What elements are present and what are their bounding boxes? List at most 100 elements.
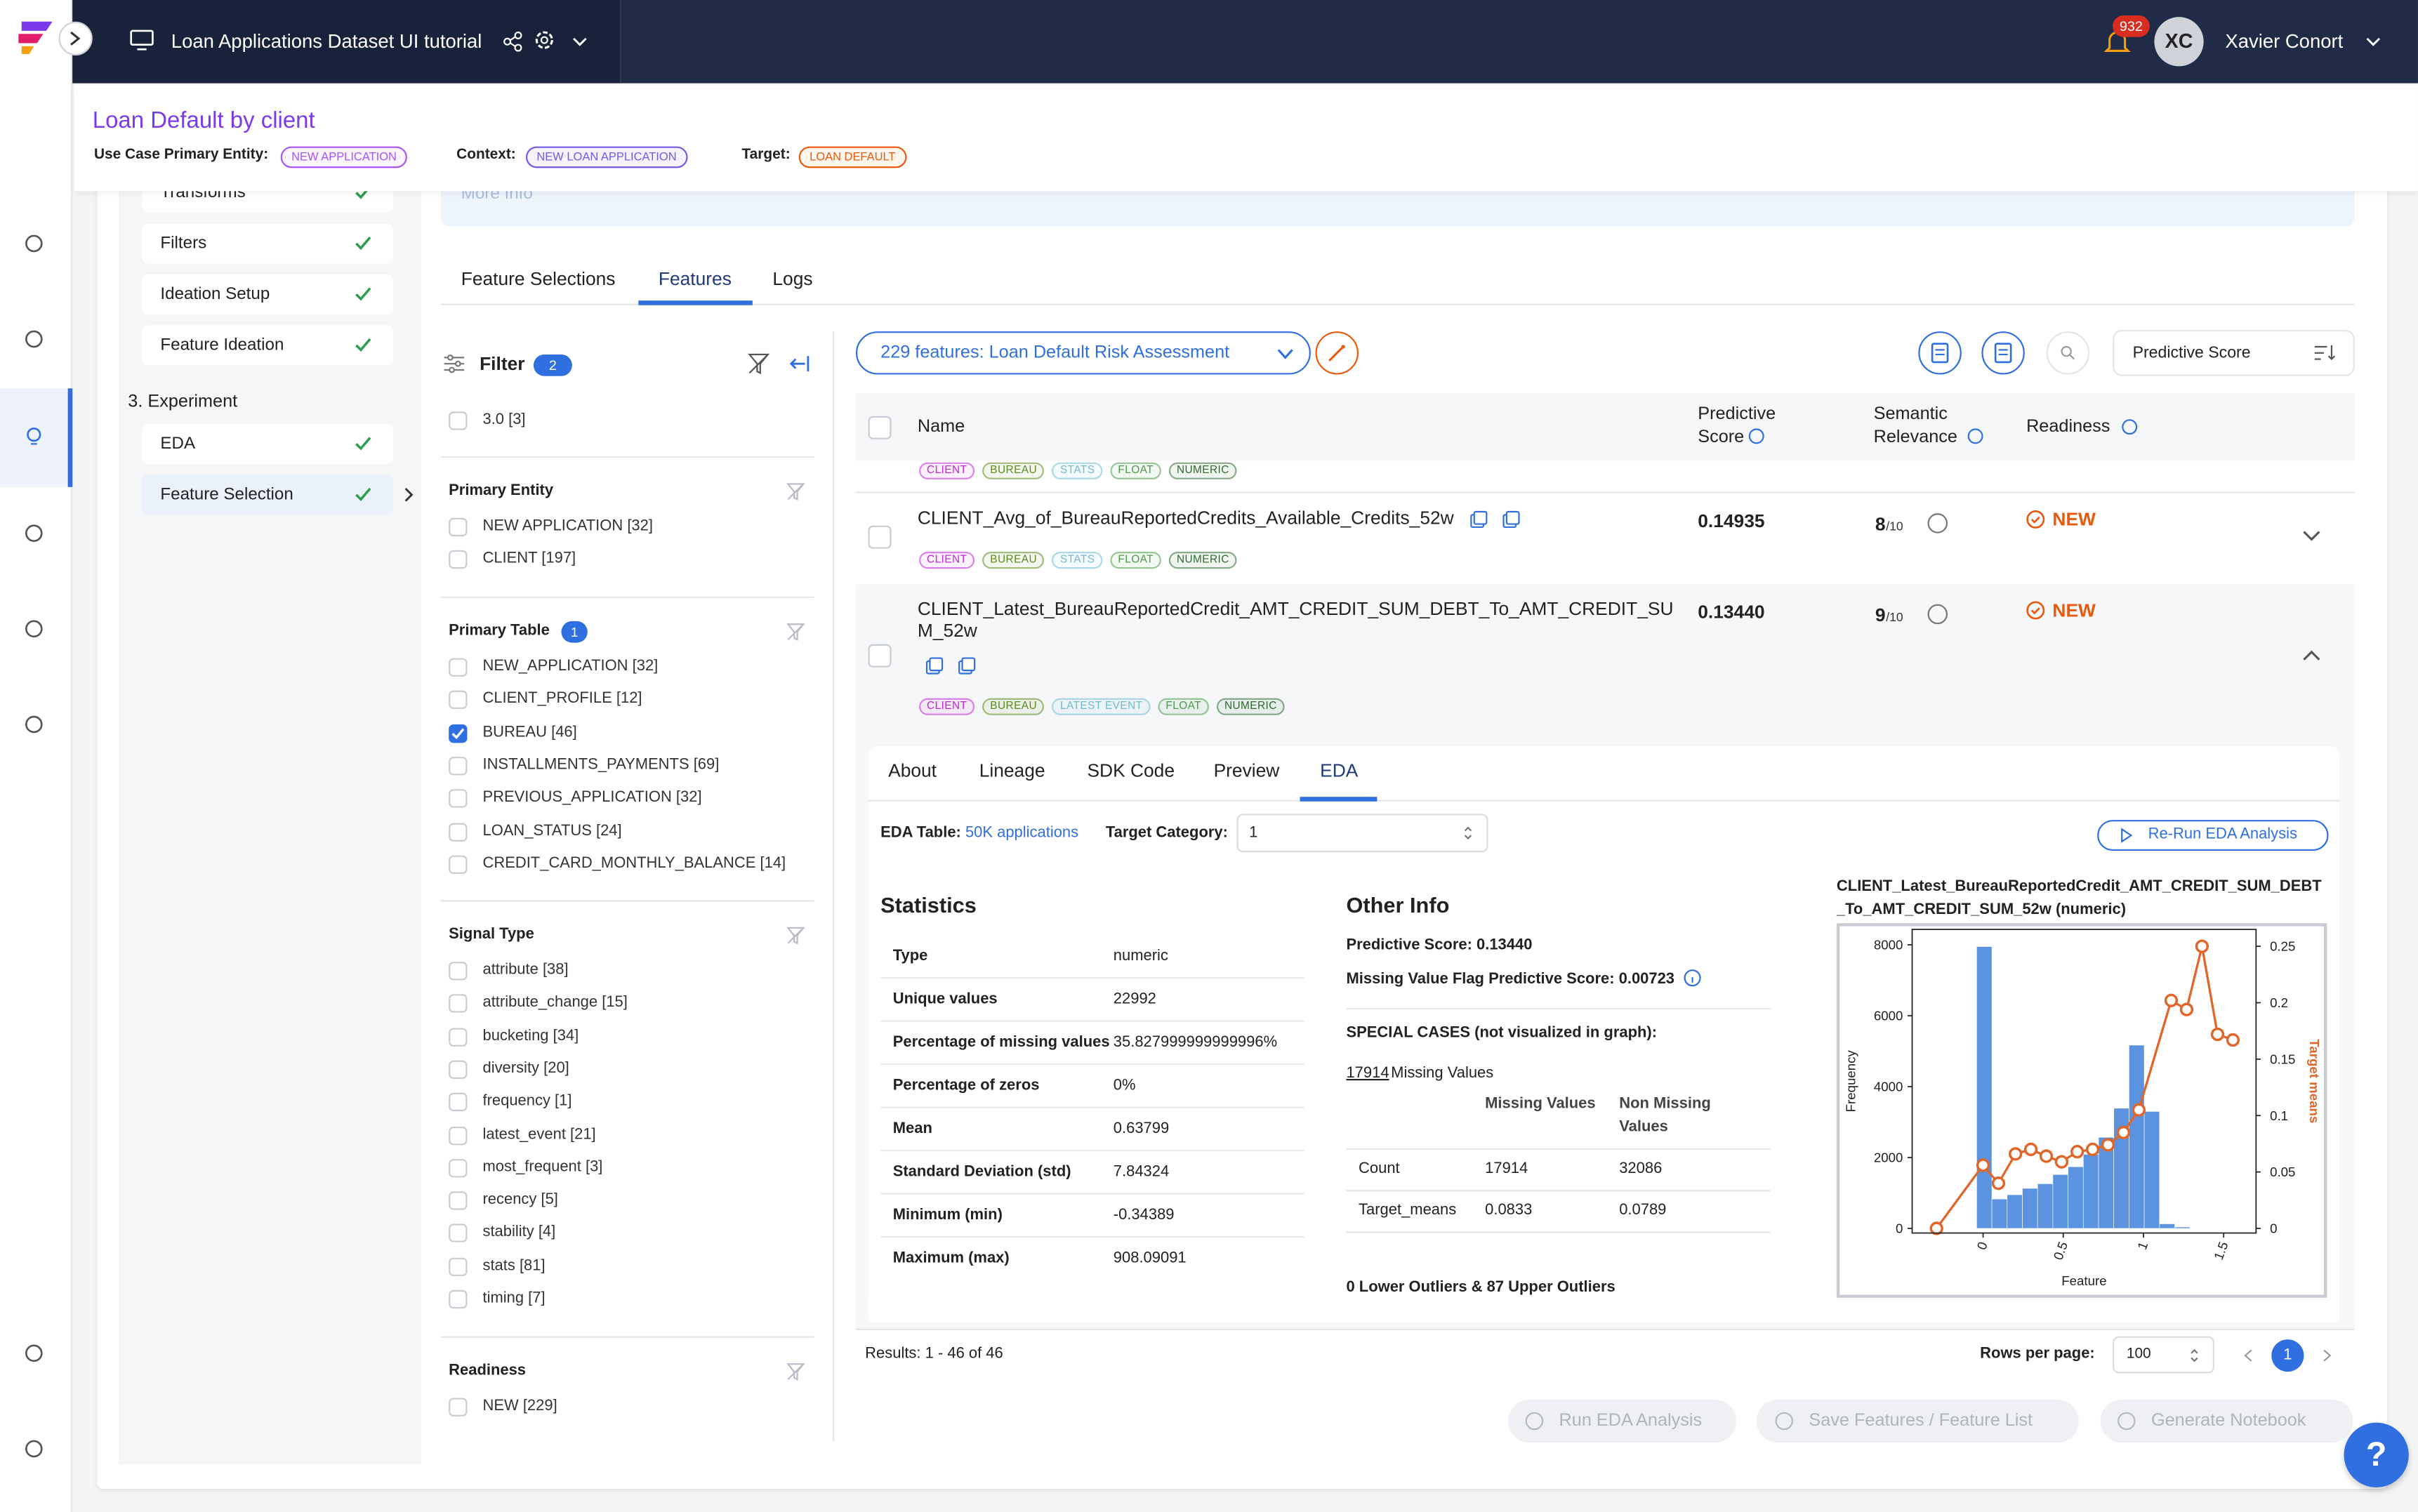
help-icon[interactable] — [1927, 513, 1948, 533]
checkbox[interactable] — [449, 691, 468, 710]
rail-icon[interactable] — [23, 425, 45, 447]
rows-select[interactable] — [2113, 1336, 2215, 1374]
checkbox[interactable] — [449, 756, 468, 776]
dropdown[interactable] — [1277, 348, 1294, 359]
checkbox[interactable] — [449, 1191, 468, 1210]
filter-option[interactable]: bucketing [34] — [482, 1027, 579, 1045]
checkbox[interactable] — [449, 1158, 468, 1178]
filter-option[interactable]: LOAN_STATUS [24] — [482, 822, 622, 840]
filter-option[interactable]: recency [5] — [482, 1191, 558, 1209]
page-button[interactable]: 1 — [2271, 1339, 2304, 1372]
checkbox[interactable] — [449, 1060, 468, 1079]
copy-icon[interactable] — [1469, 510, 1488, 529]
prev-page[interactable] — [2244, 1348, 2253, 1362]
settings-icon[interactable] — [534, 29, 555, 51]
missing-count[interactable]: 17914 — [1346, 1065, 1389, 1082]
feature-name[interactable]: CLIENT_Latest_BureauReportedCredit_AMT_C… — [917, 597, 1674, 642]
target-select[interactable] — [1236, 814, 1488, 853]
filter-option[interactable]: latest_event [21] — [482, 1125, 596, 1143]
step-item[interactable] — [142, 423, 394, 464]
share-icon[interactable] — [503, 31, 523, 52]
filter-option[interactable]: NEW APPLICATION [32] — [482, 517, 653, 535]
tool-button[interactable] — [1981, 331, 2025, 375]
filter-option[interactable]: frequency [1] — [482, 1093, 572, 1110]
feature-set-selector[interactable] — [856, 331, 1311, 375]
rail-icon[interactable] — [23, 1342, 45, 1364]
action-button[interactable] — [2100, 1399, 2353, 1443]
collapse-icon[interactable] — [788, 354, 810, 373]
rail-icon[interactable] — [23, 329, 45, 350]
clear-filter-icon[interactable] — [786, 927, 805, 945]
filter-option[interactable]: NEW_APPLICATION [32] — [482, 658, 659, 675]
rail-icon[interactable] — [23, 714, 45, 736]
checkbox[interactable] — [449, 1257, 468, 1276]
sort-select[interactable] — [2113, 329, 2355, 376]
filter-option[interactable]: most_frequent [3] — [482, 1158, 603, 1176]
header-checkbox[interactable] — [868, 416, 892, 439]
checkbox[interactable] — [449, 1093, 468, 1112]
filter-option[interactable]: BUREAU [46] — [482, 724, 577, 741]
filter-option[interactable]: attribute [38] — [482, 962, 569, 979]
filter-option[interactable]: attribute_change [15] — [482, 994, 628, 1012]
step-item[interactable] — [142, 223, 394, 264]
next-page[interactable] — [2323, 1348, 2332, 1362]
clear-filter-icon[interactable] — [786, 482, 805, 501]
rail-icon[interactable] — [23, 522, 45, 544]
dropdown[interactable] — [572, 37, 588, 46]
checkbox[interactable] — [449, 855, 468, 874]
step-item[interactable] — [142, 274, 394, 314]
expand-button[interactable] — [58, 21, 93, 56]
expand-chevron[interactable] — [2302, 649, 2320, 661]
checkbox[interactable] — [449, 1224, 468, 1243]
detail-tab[interactable]: SDK Code — [1087, 760, 1175, 782]
tab[interactable]: Logs — [772, 268, 813, 290]
rail-icon[interactable] — [23, 618, 45, 639]
checkbox[interactable] — [449, 994, 468, 1014]
copy-icon[interactable] — [1502, 510, 1520, 529]
detail-tab[interactable]: About — [888, 760, 937, 782]
copy-icon[interactable] — [925, 656, 944, 675]
detail-tab[interactable]: Preview — [1213, 760, 1280, 782]
filter-option[interactable]: NEW [229] — [482, 1398, 557, 1415]
filter-option[interactable]: diversity [20] — [482, 1060, 569, 1077]
checkbox[interactable] — [449, 550, 468, 569]
filter-option[interactable]: PREVIOUS_APPLICATION [32] — [482, 789, 702, 807]
checkbox[interactable] — [449, 1125, 468, 1145]
checkbox[interactable] — [449, 1289, 468, 1309]
checkbox[interactable] — [449, 517, 468, 537]
user-name[interactable]: Xavier Conort — [2225, 30, 2344, 53]
help-button[interactable]: ? — [2344, 1422, 2409, 1487]
filter-option[interactable]: INSTALLMENTS_PAYMENTS [69] — [482, 756, 720, 774]
checkbox[interactable] — [449, 658, 468, 677]
rerun-label[interactable]: Re-Run EDA Analysis — [2148, 825, 2298, 844]
checkbox[interactable] — [449, 1398, 468, 1417]
sort-label[interactable]: Predictive Score — [2132, 343, 2251, 362]
tool-button[interactable] — [1918, 331, 1962, 375]
step-item[interactable] — [142, 325, 394, 366]
row-checkbox[interactable] — [868, 644, 892, 668]
checkbox[interactable] — [449, 962, 468, 981]
copy-icon[interactable] — [958, 656, 976, 675]
checkbox[interactable] — [449, 789, 468, 808]
filter-option[interactable]: timing [7] — [482, 1289, 546, 1307]
detail-tab[interactable]: Lineage — [979, 760, 1045, 782]
clear-filter-icon[interactable] — [748, 353, 770, 375]
expand-chevron[interactable] — [2302, 530, 2320, 543]
filter-option[interactable]: stability [4] — [482, 1224, 556, 1242]
checkbox[interactable] — [449, 411, 468, 430]
magic-button[interactable] — [1315, 331, 1359, 375]
rail-icon[interactable] — [23, 233, 45, 255]
help-icon[interactable] — [1927, 604, 1948, 625]
filter-option[interactable]: CREDIT_CARD_MONTHLY_BALANCE [14] — [482, 855, 786, 873]
search-button[interactable] — [2046, 331, 2090, 375]
feature-name[interactable]: CLIENT_Avg_of_BureauReportedCredits_Avai… — [917, 507, 1454, 529]
clear-filter-icon[interactable] — [786, 1362, 805, 1381]
row-checkbox[interactable] — [868, 525, 892, 549]
tab[interactable]: Feature Selections — [461, 268, 616, 290]
checkbox[interactable] — [449, 822, 468, 841]
action-button[interactable] — [1756, 1399, 2079, 1443]
filter-option[interactable]: stats [81] — [482, 1257, 546, 1275]
feature-set-name[interactable]: 229 features: Loan Default Risk Assessme… — [880, 343, 1230, 362]
clear-filter-icon[interactable] — [786, 623, 805, 641]
rail-icon[interactable] — [23, 1438, 45, 1460]
